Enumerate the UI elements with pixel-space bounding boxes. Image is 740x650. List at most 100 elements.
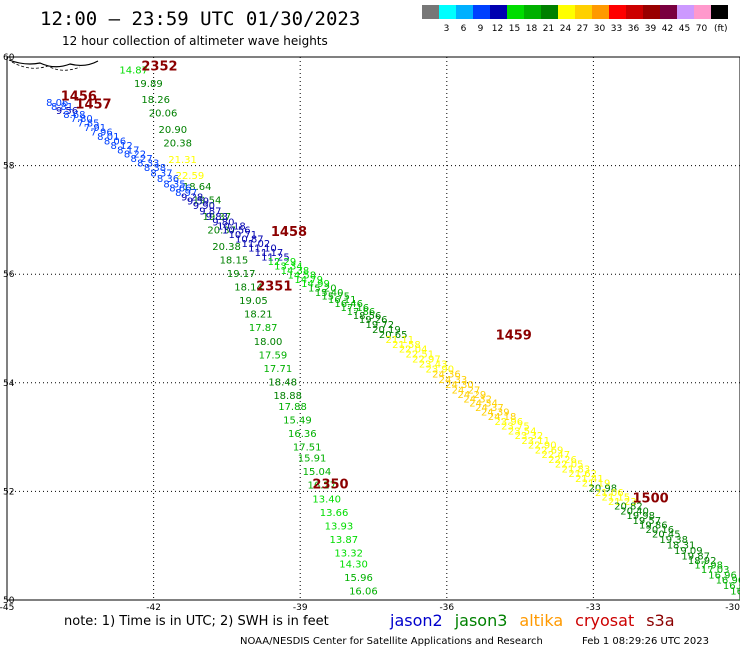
colorbar-unit: (ft) <box>714 24 728 34</box>
wave-height-label: 18.56 <box>353 311 382 322</box>
colorbar-label: 18 <box>526 24 538 34</box>
colorbar-swatch <box>507 5 524 19</box>
satellite-jason2: jason2 <box>389 611 443 630</box>
colorbar-label: 12 <box>492 24 503 34</box>
wave-height-label: 17.88 <box>278 402 307 413</box>
x-tick-label: -39 <box>293 603 308 613</box>
colorbar-label: 3 <box>444 24 450 34</box>
wave-height-label: 14.99 <box>301 279 330 290</box>
chart-subtitle: 12 hour collection of altimeter wave hei… <box>62 34 328 48</box>
satellite-s3a: s3a <box>646 611 674 630</box>
colorbar-swatch <box>609 5 626 19</box>
wave-height-label: 15.75 <box>321 292 350 303</box>
time-label: 2352 <box>141 60 177 75</box>
x-tick-label: -36 <box>439 603 454 613</box>
time-label: 2349 <box>410 600 446 615</box>
wave-height-label: 20.16 <box>646 525 675 536</box>
x-tick-label: -45 <box>0 603 14 613</box>
wave-height-label: 22.04 <box>399 345 428 356</box>
wave-height-label: 11.17 <box>255 248 284 259</box>
colorbar-swatch <box>422 5 439 19</box>
wave-height-label: 16.90 <box>716 576 740 587</box>
wave-height-label: 16.46 <box>334 299 363 310</box>
wave-height-label: 17.86 <box>347 307 376 318</box>
colorbar-label: 70 <box>696 24 708 34</box>
time-label: 1457 <box>75 98 111 113</box>
wave-height-label: 16.86 <box>723 581 740 592</box>
time-label: 1458 <box>271 225 307 240</box>
colorbar-swatch <box>711 5 728 19</box>
wave-height-label: 9.56 <box>56 106 78 117</box>
colorbar-swatch <box>575 5 592 19</box>
wave-height-label: 14.38 <box>281 266 310 277</box>
satellite-jason3: jason3 <box>454 611 508 630</box>
wave-height-label: 13.40 <box>312 494 341 505</box>
colorbar-label: 9 <box>478 24 484 34</box>
wave-height-label: 8.17 <box>117 145 139 156</box>
footer-credit: NOAA/NESDIS Center for Satellite Applica… <box>240 636 543 647</box>
wave-height-label: 16.11 <box>328 295 357 306</box>
wave-height-label: 17.16 <box>341 303 370 314</box>
wave-height-label: 24.18 <box>488 412 517 423</box>
wave-height-label: 17.87 <box>249 323 278 334</box>
wave-height-label: 22.26 <box>548 455 577 466</box>
colorbar-swatch <box>439 5 456 19</box>
wave-height-label: 15.04 <box>303 467 332 478</box>
satellite-altika: altika <box>519 611 563 630</box>
colorbar-swatch <box>473 5 490 19</box>
wave-height-label: 13.87 <box>330 535 359 546</box>
colorbar-label: 39 <box>645 24 657 34</box>
color-scale-legend: 3 6 9 12 15 18 21 24 27 30 33 36 39 42 45 70 (ft) <box>422 5 728 34</box>
wave-height-label: 19.37 <box>202 212 231 223</box>
footer-timestamp: Feb 1 08:29:26 UTC 2023 <box>582 636 709 647</box>
wave-height-label: 15.49 <box>283 416 312 427</box>
colorbar-swatch <box>541 5 558 19</box>
plot-frame <box>6 56 740 601</box>
wave-height-label: 24.32 <box>463 394 492 405</box>
y-tick-label: 50 <box>3 596 15 606</box>
wave-height-label: 18.48 <box>268 378 297 389</box>
wave-height-label: 18.92 <box>688 556 717 567</box>
colorbar-swatch <box>694 5 711 19</box>
wave-height-label: 18.31 <box>667 540 696 551</box>
wave-height-label: 13.66 <box>320 508 349 519</box>
wave-height-label: 9.87 <box>199 206 221 217</box>
wave-height-label: 7.80 <box>71 114 93 125</box>
wave-height-label: 20.38 <box>212 242 241 253</box>
wave-height-label: 8.66 <box>169 184 191 195</box>
wave-height-label: 16.14 <box>738 592 740 603</box>
wave-height-label: 19.89 <box>134 79 163 90</box>
wave-height-label: 22.97 <box>412 355 441 366</box>
wave-height-label: 8.33 <box>137 159 159 170</box>
colorbar-swatch <box>592 5 609 19</box>
wave-height-label: 19.72 <box>366 320 395 331</box>
colorbar-label: 6 <box>461 24 467 34</box>
wave-height-label: 24.29 <box>458 390 487 401</box>
wave-height-label: 21.11 <box>385 335 414 346</box>
colorbar-label: 45 <box>679 24 690 34</box>
wave-height-label: 10.56 <box>222 225 251 236</box>
wave-height-label: 7.96 <box>91 127 113 138</box>
colorbar-label: 21 <box>543 24 554 34</box>
wave-height-label: 12.29 <box>268 257 297 268</box>
wave-height-label: 14.87 <box>119 65 148 76</box>
wave-height-label: 22.69 <box>535 445 564 456</box>
colorbar-swatch <box>626 5 643 19</box>
wave-height-label: 18.14 <box>234 282 263 293</box>
wave-height-label: 10.71 <box>229 230 258 241</box>
wave-height-label: 8.01 <box>97 132 119 143</box>
wave-height-label: 21.31 <box>168 155 197 166</box>
wave-height-label: 14.58 <box>287 271 316 282</box>
wave-height-label: 18.64 <box>183 182 212 193</box>
wave-height-label: 14.79 <box>294 275 323 286</box>
wave-height-label: 17.03 <box>701 565 730 576</box>
wave-height-label: 20.06 <box>149 109 178 120</box>
time-label: 1500 <box>632 491 668 506</box>
wave-height-label: 9.83 <box>206 212 228 223</box>
wave-height-label: 7.85 <box>77 119 99 130</box>
wave-height-label: 24.36 <box>432 369 461 380</box>
wave-height-label: 11.25 <box>261 253 290 264</box>
colorbar-label: 15 <box>509 24 520 34</box>
wave-height-label: 20.19 <box>372 325 401 336</box>
